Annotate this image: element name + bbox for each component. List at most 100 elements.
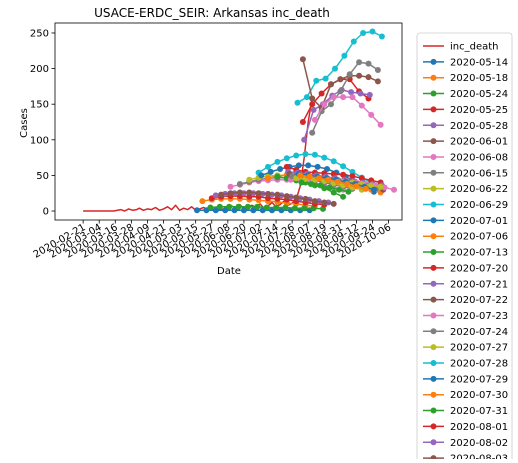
y-tick-label: 100 bbox=[30, 135, 49, 146]
data-point-2020-06-29 bbox=[293, 152, 300, 159]
legend-swatch-marker bbox=[430, 375, 437, 382]
legend-entry: 2020-05-25 bbox=[423, 105, 508, 116]
data-point-2020-05-14 bbox=[250, 207, 257, 214]
legend-entry: 2020-07-30 bbox=[423, 390, 508, 401]
data-point-2020-05-24 bbox=[263, 204, 270, 211]
legend-swatch-marker bbox=[430, 185, 437, 192]
data-point-2020-08-10 bbox=[330, 94, 337, 101]
data-point-2020-08-03 bbox=[356, 72, 363, 79]
y-tick-label: 0 bbox=[43, 207, 49, 218]
legend-entry: 2020-06-15 bbox=[423, 168, 508, 179]
data-point-2020-07-31 bbox=[326, 184, 333, 191]
legend-swatch-marker bbox=[430, 328, 437, 335]
legend-entry: 2020-05-24 bbox=[423, 89, 508, 100]
data-point-2020-07-31 bbox=[298, 179, 305, 186]
data-point-2020-05-25 bbox=[246, 193, 253, 200]
legend-label: 2020-05-18 bbox=[450, 73, 508, 84]
data-point-2020-08-02 bbox=[301, 136, 308, 143]
data-point-2020-06-01 bbox=[330, 200, 337, 207]
data-point-2020-07-28 bbox=[294, 99, 301, 106]
data-point-2020-06-29 bbox=[302, 151, 309, 157]
series-2020-07-30 bbox=[297, 172, 369, 192]
data-point-2020-08-10 bbox=[368, 111, 375, 118]
data-point-2020-07-01 bbox=[267, 168, 274, 175]
data-point-2020-07-30 bbox=[315, 175, 322, 182]
data-point-2020-05-14 bbox=[194, 207, 200, 214]
data-point-2020-05-14 bbox=[222, 207, 229, 214]
data-point-2020-05-25 bbox=[265, 195, 271, 202]
data-point-2020-08-10 bbox=[321, 101, 328, 108]
data-point-2020-07-31 bbox=[317, 182, 324, 189]
data-point-2020-07-28 bbox=[378, 33, 385, 40]
data-point-2020-08-03 bbox=[374, 78, 381, 85]
legend-label: 2020-07-06 bbox=[450, 232, 508, 243]
legend-entry: 2020-06-22 bbox=[423, 184, 508, 195]
legend-swatch-marker bbox=[430, 312, 437, 319]
data-point-2020-07-20 bbox=[340, 171, 347, 178]
y-tick-label: 150 bbox=[30, 100, 49, 111]
legend-label: 2020-05-24 bbox=[450, 89, 508, 100]
data-point-2020-05-14 bbox=[212, 207, 219, 214]
data-point-2020-06-01 bbox=[321, 199, 328, 206]
data-point-2020-07-27 bbox=[377, 183, 384, 190]
data-point-2020-07-23 bbox=[391, 186, 397, 193]
data-point-2020-07-13 bbox=[274, 173, 281, 180]
legend-label: 2020-06-22 bbox=[450, 184, 508, 195]
data-point-2020-06-29 bbox=[340, 163, 347, 170]
legend-label: inc_death bbox=[450, 42, 499, 53]
legend-label: 2020-07-21 bbox=[450, 279, 508, 290]
legend-swatch-marker bbox=[430, 138, 437, 145]
data-point-2020-05-24 bbox=[273, 204, 280, 211]
data-point-2020-06-29 bbox=[349, 168, 356, 175]
data-point-2020-08-03 bbox=[365, 74, 372, 81]
data-point-2020-08-02 bbox=[310, 106, 317, 113]
data-point-2020-07-28 bbox=[369, 28, 376, 35]
legend-swatch-marker bbox=[430, 296, 437, 303]
data-point-2020-06-01 bbox=[246, 189, 253, 196]
legend-swatch-marker bbox=[430, 280, 437, 287]
data-point-2020-07-01 bbox=[277, 166, 284, 172]
data-point-2020-07-30 bbox=[353, 183, 360, 190]
legend: inc_death 2020-05-14 2020-05-18 2020-05-24 2… bbox=[416, 32, 513, 463]
data-point-2020-06-01 bbox=[255, 190, 262, 197]
legend-label: 2020-08-01 bbox=[450, 422, 508, 433]
legend-entry: 2020-07-23 bbox=[423, 311, 508, 322]
legend-entry: 2020-07-28 bbox=[423, 359, 508, 370]
legend-label: 2020-05-25 bbox=[450, 105, 508, 116]
series-2020-06-01 bbox=[218, 189, 337, 207]
data-point-2020-07-27 bbox=[368, 182, 375, 189]
data-point-2020-07-20 bbox=[349, 173, 356, 180]
legend-entry: 2020-05-14 bbox=[423, 57, 508, 68]
legend-label: 2020-07-29 bbox=[450, 374, 508, 385]
data-point-2020-07-01 bbox=[314, 163, 321, 170]
y-tick-label: 50 bbox=[36, 171, 49, 182]
data-point-2020-05-25 bbox=[274, 195, 281, 202]
legend-entry: 2020-07-01 bbox=[423, 216, 508, 227]
legend-label: 2020-07-28 bbox=[450, 359, 508, 370]
x-axis-label: Date bbox=[217, 266, 241, 277]
legend-entry: 2020-07-20 bbox=[423, 263, 508, 274]
legend-swatch-marker bbox=[430, 153, 437, 160]
data-point-2020-07-01 bbox=[295, 162, 302, 169]
data-point-2020-06-29 bbox=[311, 151, 318, 158]
y-axis-label: Cases bbox=[19, 108, 30, 138]
legend-swatch-marker bbox=[430, 344, 437, 351]
series-2020-05-24 bbox=[207, 203, 326, 212]
series-2020-07-31 bbox=[298, 179, 352, 195]
legend-swatch-marker bbox=[430, 407, 437, 414]
legend-label: 2020-07-22 bbox=[450, 295, 508, 306]
data-point-2020-05-24 bbox=[207, 204, 214, 211]
data-point-2020-08-10 bbox=[377, 121, 384, 128]
data-point-2020-07-28 bbox=[303, 94, 310, 101]
data-point-2020-06-01 bbox=[236, 189, 243, 196]
data-point-2020-06-01 bbox=[283, 193, 290, 200]
data-point-2020-06-01 bbox=[302, 195, 309, 202]
data-point-2020-06-29 bbox=[274, 158, 281, 165]
legend-swatch-marker bbox=[430, 169, 437, 176]
legend-swatch-marker bbox=[430, 249, 437, 256]
data-point-2020-06-29 bbox=[265, 163, 271, 170]
legend-label: 2020-06-15 bbox=[450, 168, 508, 179]
series-2020-08-10 bbox=[311, 94, 384, 128]
legend-label: 2020-07-24 bbox=[450, 327, 508, 338]
